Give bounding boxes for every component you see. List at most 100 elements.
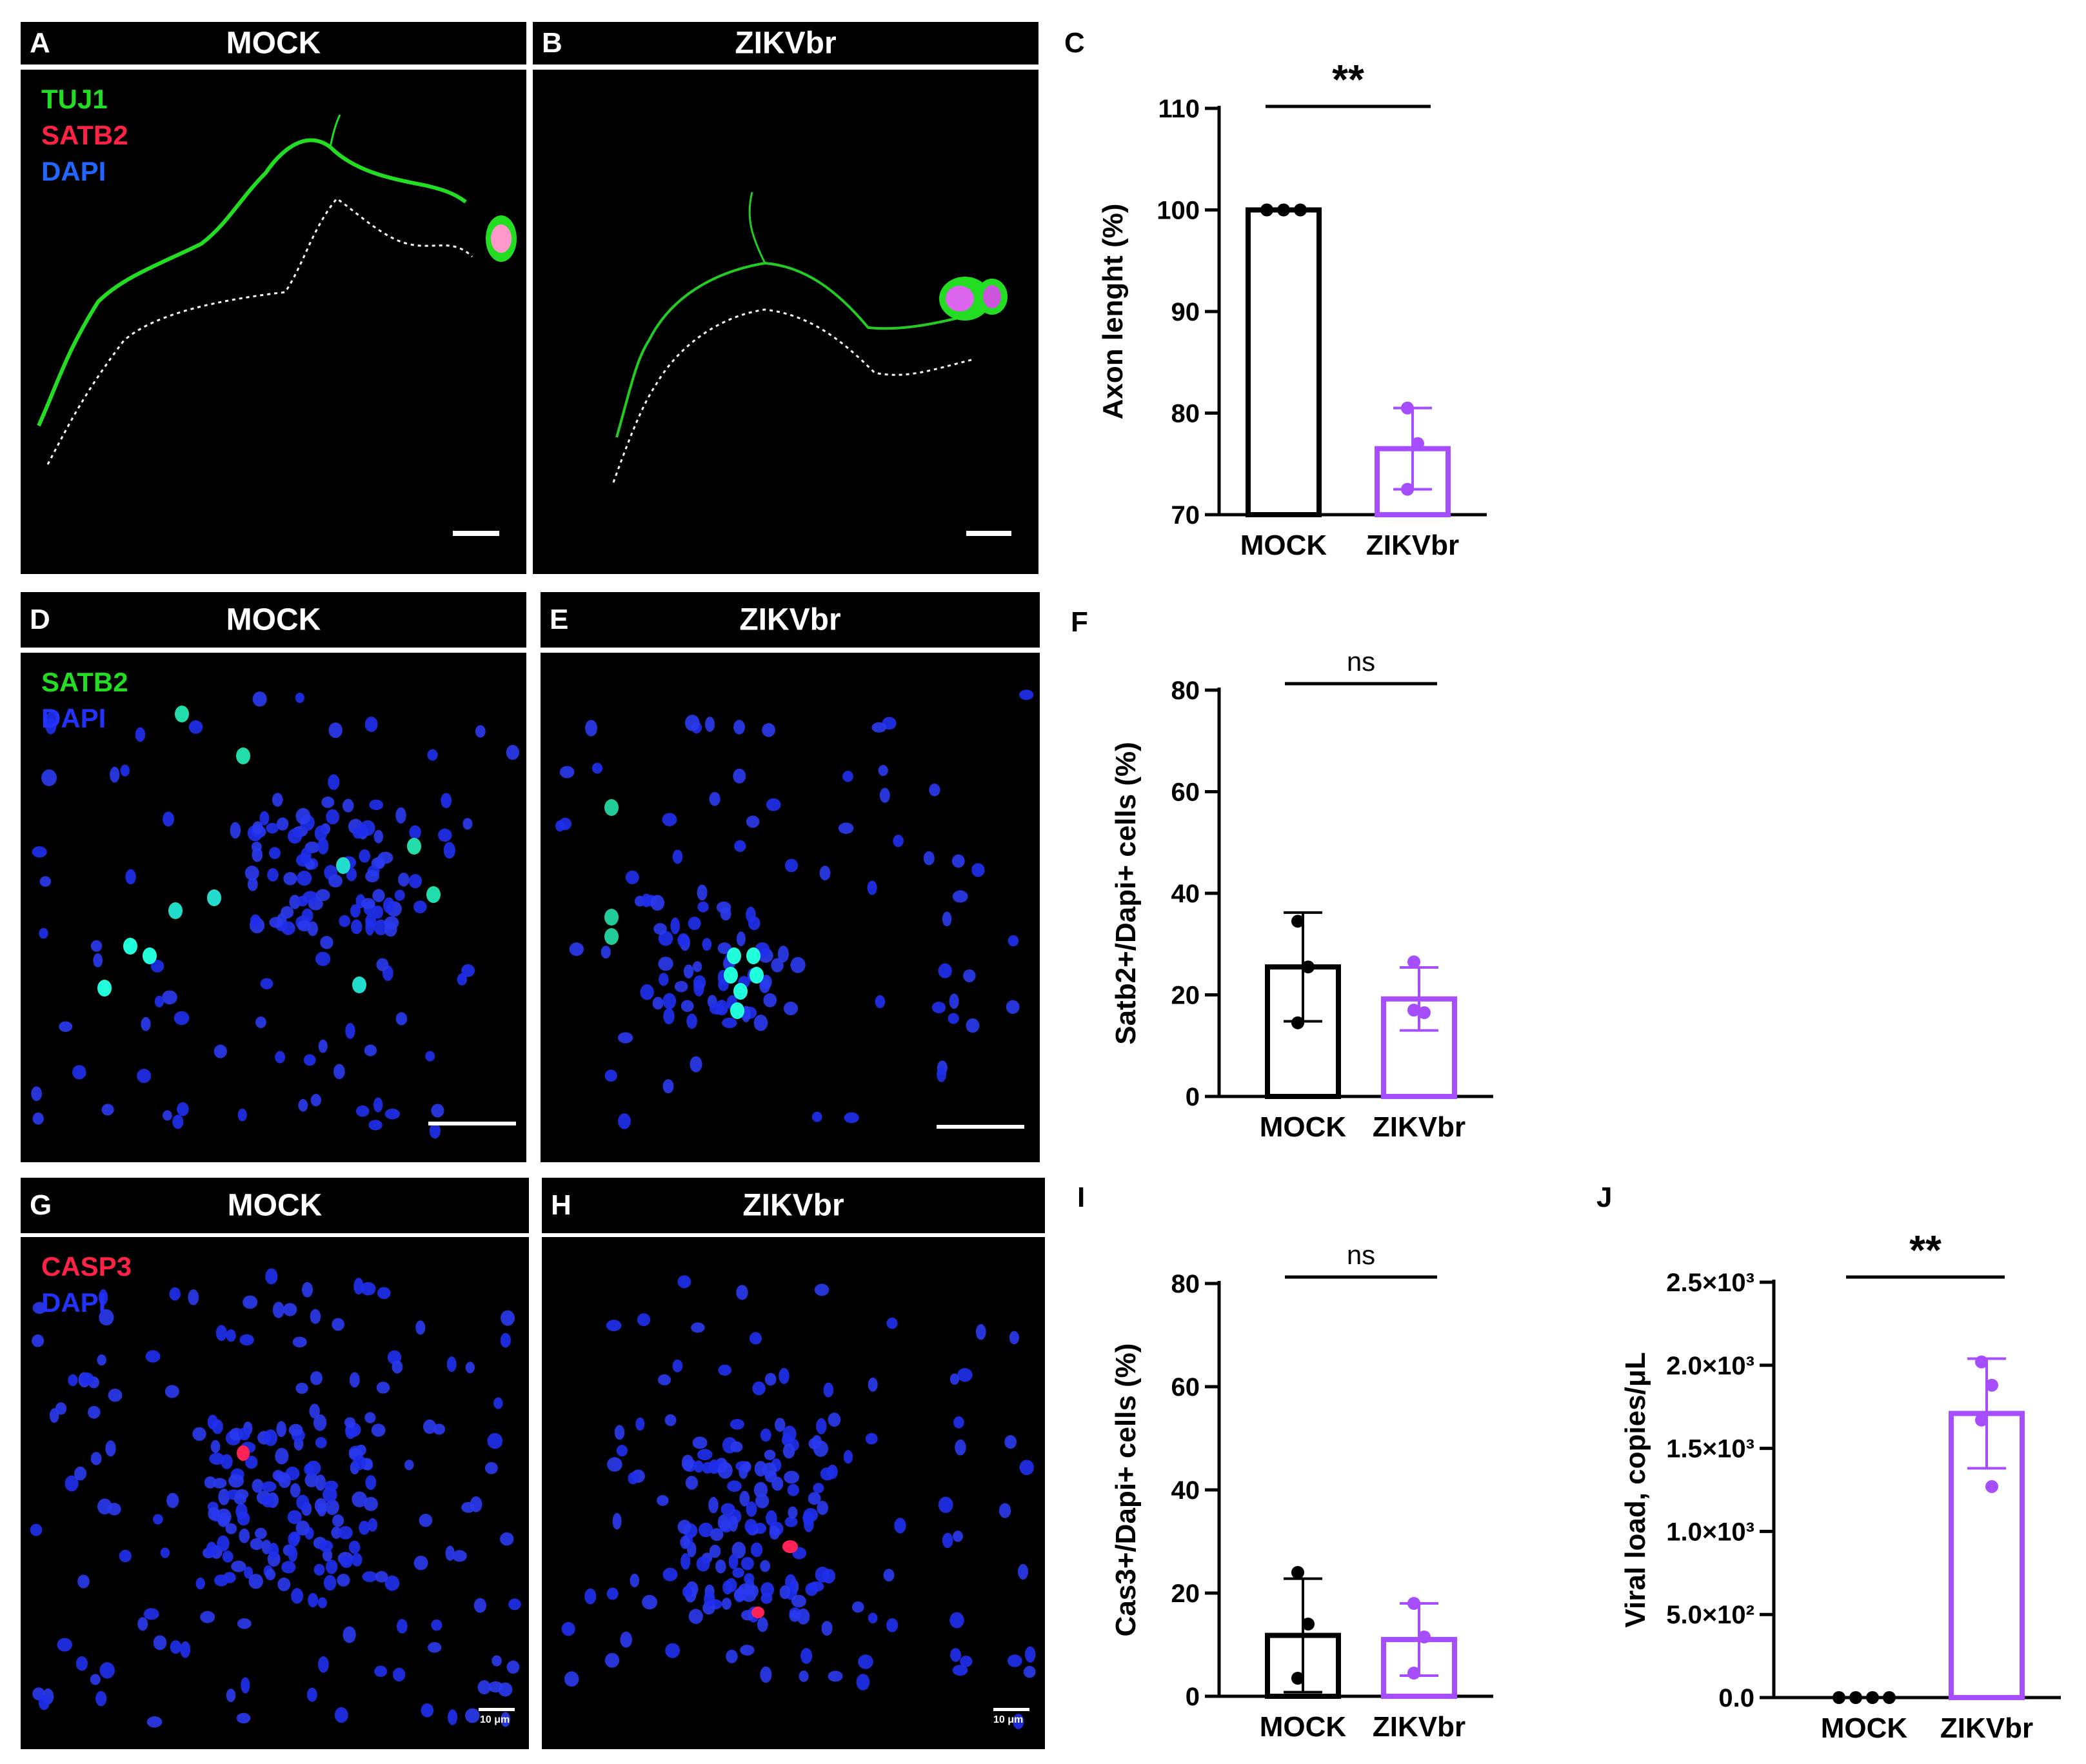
nucleus bbox=[237, 1511, 250, 1526]
nucleus bbox=[569, 942, 584, 956]
nucleus bbox=[331, 1526, 342, 1539]
nucleus bbox=[298, 1098, 308, 1112]
nucleus bbox=[696, 1556, 710, 1572]
nucleus bbox=[365, 919, 375, 936]
nucleus bbox=[429, 1123, 441, 1139]
nucleus bbox=[760, 1581, 775, 1598]
nucleus bbox=[342, 798, 354, 813]
nucleus bbox=[425, 1051, 435, 1062]
nucleus bbox=[269, 917, 284, 928]
nucleus bbox=[215, 1325, 227, 1342]
nucleus bbox=[344, 1417, 356, 1428]
nucleus bbox=[371, 1423, 386, 1437]
nucleus bbox=[352, 1491, 368, 1508]
nucleus bbox=[349, 1372, 360, 1388]
nucleus bbox=[32, 846, 47, 858]
nucleus bbox=[261, 1481, 277, 1492]
nucleus bbox=[315, 1437, 327, 1449]
nucleus bbox=[628, 1472, 639, 1485]
nucleus bbox=[484, 1462, 498, 1474]
nucleus bbox=[763, 993, 777, 1007]
nucleus bbox=[394, 889, 405, 901]
nucleus bbox=[231, 1560, 246, 1572]
nucleus bbox=[630, 1573, 640, 1588]
nucleus bbox=[323, 1574, 337, 1591]
nucleus bbox=[709, 791, 720, 806]
nucleus bbox=[779, 1585, 791, 1600]
nucleus bbox=[346, 867, 357, 882]
nucleus bbox=[731, 1541, 746, 1559]
nucleus bbox=[162, 990, 177, 1005]
panel-title: ZIKVbr bbox=[735, 26, 837, 61]
y-tick-label: 80 bbox=[1171, 677, 1200, 705]
nucleus bbox=[272, 1302, 284, 1318]
panel-letter-c: C bbox=[1064, 27, 1085, 59]
nucleus bbox=[30, 1523, 43, 1536]
nucleus bbox=[487, 1432, 503, 1449]
nucleus bbox=[635, 1417, 645, 1431]
nucleus bbox=[301, 847, 312, 864]
panel-d-image: SATB2 DAPI bbox=[21, 653, 526, 1162]
nucleus bbox=[422, 1419, 437, 1434]
nucleus bbox=[260, 978, 273, 989]
nucleus bbox=[438, 828, 452, 842]
nucleus bbox=[137, 1617, 148, 1631]
nucleus bbox=[693, 980, 704, 996]
nucleus bbox=[31, 1086, 42, 1102]
nucleus bbox=[340, 1556, 353, 1569]
nucleus bbox=[237, 1618, 252, 1629]
nucleus bbox=[317, 837, 329, 855]
nucleus bbox=[252, 1478, 264, 1493]
nucleus bbox=[734, 840, 746, 852]
nucleus bbox=[942, 911, 952, 927]
nucleus bbox=[413, 900, 427, 913]
marked-nucleus bbox=[604, 799, 619, 816]
panel-title: MOCK bbox=[226, 26, 321, 61]
nucleus bbox=[360, 820, 375, 836]
nucleus bbox=[819, 866, 831, 880]
nucleus bbox=[816, 1418, 827, 1434]
nucleus bbox=[289, 895, 301, 909]
nucleus bbox=[351, 919, 363, 935]
data-point bbox=[1260, 203, 1273, 217]
data-point bbox=[1401, 482, 1414, 496]
nucleus bbox=[871, 722, 887, 733]
nucleus bbox=[867, 880, 877, 895]
nucleus bbox=[642, 1594, 658, 1610]
nucleus bbox=[247, 877, 258, 891]
nucleus bbox=[32, 1302, 47, 1314]
nucleus bbox=[1019, 1460, 1034, 1476]
nucleus bbox=[783, 1002, 799, 1016]
nucleus bbox=[868, 1612, 878, 1624]
nucleus bbox=[372, 905, 384, 919]
nucleus bbox=[65, 1475, 79, 1492]
nucleus bbox=[886, 1317, 898, 1329]
nucleus bbox=[244, 866, 259, 880]
nucleus bbox=[313, 1414, 327, 1431]
nucleus bbox=[276, 817, 289, 831]
nucleus bbox=[153, 1635, 167, 1650]
data-point bbox=[1411, 437, 1424, 450]
marked-nucleus bbox=[407, 838, 421, 855]
significance-label: ** bbox=[1332, 56, 1364, 103]
nucleus bbox=[475, 725, 486, 738]
nucleus bbox=[267, 868, 279, 882]
nucleus bbox=[352, 1552, 363, 1567]
nucleus bbox=[682, 1585, 693, 1598]
nucleus bbox=[473, 1598, 487, 1613]
data-point bbox=[1883, 1691, 1896, 1704]
nucleus bbox=[239, 1334, 254, 1346]
panel-title: ZIKVbr bbox=[739, 602, 841, 637]
nucleus bbox=[226, 1329, 236, 1342]
nucleus bbox=[332, 1318, 344, 1331]
x-tick-label: ZIKVbr bbox=[1940, 1712, 2033, 1744]
nucleus bbox=[152, 1514, 163, 1525]
y-tick-label: 40 bbox=[1171, 1476, 1200, 1505]
marked-nucleus bbox=[782, 1540, 798, 1553]
marked-nucleus bbox=[207, 889, 221, 906]
nucleus bbox=[769, 1525, 780, 1540]
x-tick-label: MOCK bbox=[1821, 1712, 1908, 1744]
nucleus bbox=[746, 1501, 757, 1517]
x-tick-label: MOCK bbox=[1260, 1111, 1347, 1143]
nucleus bbox=[591, 762, 603, 774]
